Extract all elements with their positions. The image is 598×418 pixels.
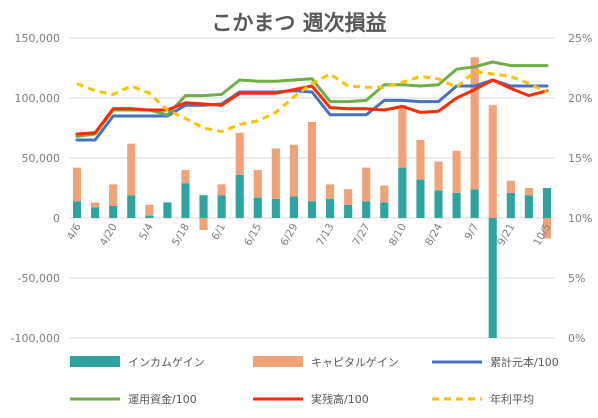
capital-gain-bar <box>91 202 100 208</box>
series-line <box>75 78 549 142</box>
y-axis-left: -100,000 -50,000 0 50,000 100,000 150,000 <box>11 32 60 345</box>
capital-gain-bar <box>488 105 497 218</box>
y-left-tick-label: 0 <box>53 212 60 225</box>
chart-title: こかまつ 週次損益 <box>211 11 386 35</box>
y-right-tick-label: 10% <box>568 212 592 225</box>
income-gain-bar <box>199 195 208 218</box>
legend-swatch <box>253 356 303 367</box>
x-tick-label: 5/18 <box>170 222 192 248</box>
income-gain-bar <box>434 190 443 218</box>
x-tick-label: 9/7 <box>462 222 481 243</box>
capital-gain-bar <box>289 144 298 197</box>
y-left-tick-label: 150,000 <box>15 32 61 45</box>
x-tick-label: 6/15 <box>242 222 264 248</box>
income-gain-bar <box>235 174 244 218</box>
income-gain-bar <box>217 195 226 218</box>
legend-label: 運用資金/100 <box>128 392 197 406</box>
capital-gain-bar <box>506 180 515 193</box>
capital-gain-bar <box>344 189 353 205</box>
income-gain-bar <box>109 206 118 218</box>
capital-gain-bar <box>235 132 244 175</box>
legend-label: 累計元本/100 <box>490 355 559 369</box>
y-right-tick-label: 5% <box>568 272 585 285</box>
capital-gain-bar <box>307 122 317 202</box>
legend-label: キャピタルゲイン <box>311 356 399 369</box>
x-tick-label: 8/10 <box>387 222 409 248</box>
series-line <box>76 70 548 134</box>
bar-layer <box>72 57 552 338</box>
income-gain-bar <box>506 192 515 218</box>
capital-gain-bar <box>542 218 552 239</box>
income-gain-bar <box>542 188 552 218</box>
capital-gain-bar <box>145 204 154 216</box>
y-right-tick-label: 0% <box>568 332 585 345</box>
capital-gain-bar <box>416 140 425 180</box>
x-tick-label: 7/27 <box>351 222 373 248</box>
income-gain-bar <box>253 197 262 218</box>
income-gain-bar <box>488 218 497 338</box>
series-line <box>75 78 549 136</box>
legend: インカムゲイン キャピタルゲイン 累計元本/100 運用資金/100 実残高/100 年利… <box>70 355 559 406</box>
legend-label: 実残高/100 <box>311 392 369 406</box>
y-right-tick-label: 20% <box>568 92 592 105</box>
x-tick-label: 9/21 <box>495 222 517 248</box>
capital-gain-bar <box>524 188 533 196</box>
y-left-tick-label: 100,000 <box>15 92 61 105</box>
capital-gain-bar <box>452 150 461 193</box>
capital-gain-bar <box>253 170 262 198</box>
income-gain-bar <box>271 198 280 218</box>
capital-gain-bar <box>271 148 280 199</box>
series-line <box>75 60 549 138</box>
capital-gain-bar <box>199 218 208 230</box>
income-gain-bar <box>380 202 389 218</box>
capital-gain-bar <box>398 105 407 168</box>
x-axis: 4/6 4/20 5/4 5/18 6/1 6/15 6/29 7/13 7/27 8/10 8/2… <box>65 221 554 248</box>
legend-label: インカムゲイン <box>128 356 205 369</box>
capital-gain-bar <box>217 184 226 196</box>
y-left-tick-label: -100,000 <box>11 332 60 345</box>
income-gain-bar <box>181 183 190 218</box>
x-tick-label: 4/6 <box>65 221 84 242</box>
legend-swatch <box>70 356 120 367</box>
income-gain-bar <box>524 195 533 218</box>
capital-gain-bar <box>380 185 389 203</box>
capital-gain-bar <box>326 184 335 199</box>
y-right-tick-label: 25% <box>568 32 592 45</box>
capital-gain-bar <box>127 143 136 196</box>
x-tick-label: 6/1 <box>209 222 228 243</box>
y-right-tick-label: 15% <box>568 152 592 165</box>
capital-gain-bar <box>181 170 190 184</box>
line-layer <box>75 60 549 142</box>
y-left-tick-label: -50,000 <box>18 272 60 285</box>
income-gain-bar <box>344 204 353 218</box>
income-gain-bar <box>398 167 407 218</box>
capital-gain-bar <box>470 57 479 190</box>
y-axis-right: 0% 5% 10% 15% 20% 25% <box>568 32 592 345</box>
income-gain-bar <box>307 201 317 218</box>
income-gain-bar <box>326 198 335 218</box>
income-gain-bar <box>289 196 298 218</box>
income-gain-bar <box>362 201 371 218</box>
x-tick-label: 4/20 <box>98 222 120 248</box>
income-gain-bar <box>91 207 100 218</box>
income-gain-bar <box>452 192 461 218</box>
x-tick-label: 5/4 <box>137 221 156 242</box>
capital-gain-bar <box>109 184 118 206</box>
income-gain-bar <box>163 202 172 218</box>
x-tick-label: 6/29 <box>278 222 300 248</box>
capital-gain-bar <box>434 161 443 191</box>
income-gain-bar <box>72 201 82 218</box>
capital-gain-bar <box>72 167 82 202</box>
income-gain-bar <box>145 215 154 218</box>
x-tick-label: 8/24 <box>423 221 445 248</box>
legend-label: 年利平均 <box>490 392 534 406</box>
income-gain-bar <box>127 195 136 218</box>
x-tick-label: 7/13 <box>314 222 336 248</box>
income-gain-bar <box>470 189 479 218</box>
capital-gain-bar <box>362 167 371 202</box>
y-left-tick-label: 50,000 <box>22 152 61 165</box>
income-gain-bar <box>416 179 425 218</box>
